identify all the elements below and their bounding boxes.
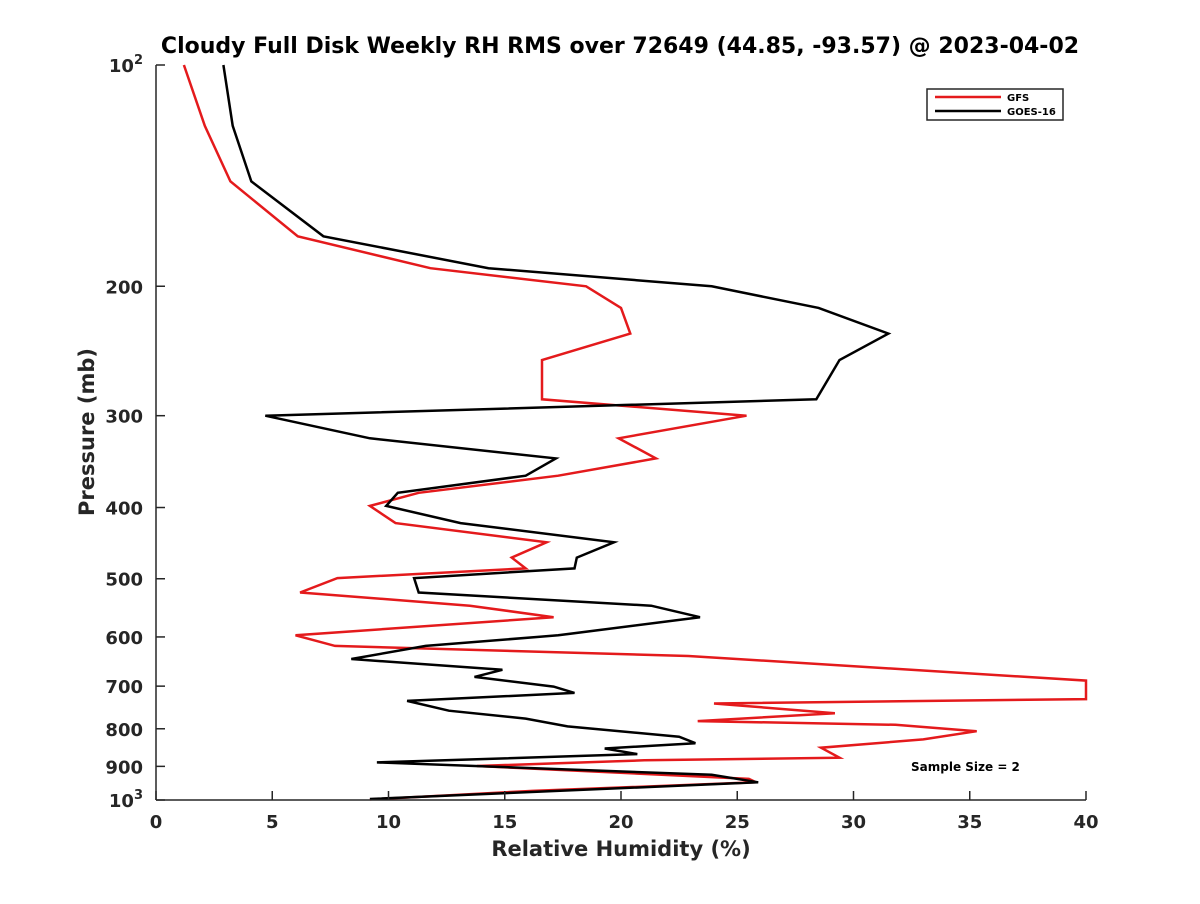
x-tick-label: 10 <box>376 812 401 833</box>
y-tick-label: 200 <box>105 277 143 298</box>
y-tick-label: 103 <box>109 788 143 812</box>
chart-title: Cloudy Full Disk Weekly RH RMS over 7264… <box>161 34 1079 59</box>
y-tick-label: 700 <box>105 677 143 698</box>
series-line-goes16 <box>222 64 892 801</box>
y-axis-ticks: 102 200 300 400 500 600 700 800 900 103 <box>105 53 165 812</box>
x-axis-ticks: 0 5 10 15 20 25 30 35 40 <box>150 791 1099 833</box>
legend-box <box>926 88 1064 121</box>
y-tick-label: 500 <box>105 570 143 591</box>
x-tick-label: 15 <box>492 812 517 833</box>
x-tick-label: 30 <box>841 812 866 833</box>
x-tick-label: 20 <box>608 812 633 833</box>
y-tick-label: 900 <box>105 757 143 778</box>
x-tick-label: 5 <box>266 812 279 833</box>
legend: GFS GOES-16 <box>926 88 1064 121</box>
sample-size-annotation: Sample Size = 2 <box>911 760 1020 774</box>
y-axis-label: Pressure (mb) <box>75 348 99 516</box>
x-tick-label: 25 <box>725 812 750 833</box>
y-tick-label: 600 <box>105 628 143 649</box>
y-tick-label: 400 <box>105 499 143 520</box>
series-line-gfs <box>182 64 1088 801</box>
x-tick-label: 0 <box>150 812 163 833</box>
y-tick-label: 800 <box>105 720 143 741</box>
y-tick-label: 102 <box>109 53 143 77</box>
x-tick-label: 35 <box>957 812 982 833</box>
y-tick-label: 300 <box>105 407 143 428</box>
x-tick-label: 40 <box>1073 812 1098 833</box>
x-axis-label: Relative Humidity (%) <box>491 837 750 861</box>
legend-label-gfs: GFS <box>1007 93 1029 104</box>
plot-lines <box>182 64 1088 801</box>
legend-label-goes16: GOES-16 <box>1007 107 1056 118</box>
